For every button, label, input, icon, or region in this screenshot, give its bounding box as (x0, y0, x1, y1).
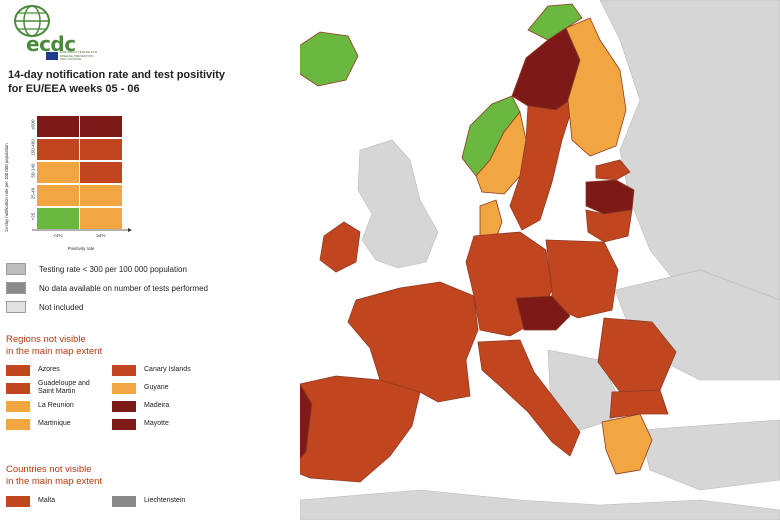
map-title: 14-day notification rate and test positi… (8, 68, 288, 96)
country-label: Malta (38, 497, 56, 504)
region-swatch (6, 382, 30, 394)
region-item: Azores (6, 363, 104, 377)
country-item: Liechtenstein (112, 494, 185, 508)
grid-cell-r3-c1 (80, 185, 122, 206)
region-label: Azores (38, 366, 60, 373)
region-label: Madeira (144, 402, 170, 409)
region-swatch (112, 418, 136, 430)
region-swatch (6, 418, 30, 430)
key-row: Testing rate < 300 per 100 000 populatio… (6, 262, 187, 276)
region-label: Canary Islands (144, 366, 191, 373)
grid-cell-r2-c1 (80, 162, 122, 183)
grid-y-tick: 50-149 (30, 163, 36, 178)
region-item: Mayotte (112, 417, 210, 431)
region-swatch (112, 382, 136, 394)
globe-icon (14, 5, 50, 37)
africa-land (299, 489, 780, 520)
grid-x-axis-title: Positivity rate (67, 246, 95, 251)
grid-axes (32, 228, 132, 232)
country-swatch (6, 495, 30, 507)
region-swatch (6, 364, 30, 376)
countries-title: Countries not visible in the main map ex… (6, 464, 102, 488)
countries-title-line-2: in the main map extent (6, 476, 103, 487)
region-label: Guadeloupe and Saint Martin (38, 380, 90, 395)
grid-cell-r1-c1 (80, 139, 122, 160)
region-label: Guyane (144, 384, 169, 391)
grid-cell-r0-c0 (37, 116, 79, 137)
eu-flag-icon (46, 52, 58, 60)
title-line-1: 14-day notification rate and test positi… (8, 69, 225, 81)
region-item: Guadeloupe and Saint Martin (6, 380, 104, 395)
region-item: Guyane (112, 381, 210, 395)
grid-cell-r0-c1 (80, 116, 122, 137)
grid-cell-r1-c0 (37, 139, 79, 160)
region-swatch (112, 364, 136, 376)
region-item: Madeira (112, 399, 210, 413)
key-swatch (6, 282, 26, 294)
region-swatch (6, 400, 30, 412)
key-swatch (6, 301, 26, 313)
map-region-spain (289, 375, 421, 483)
title-line-2: for EU/EEA weeks 05 - 06 (8, 83, 140, 95)
region-label: Mayotte (144, 420, 169, 427)
key-label: Not included (39, 302, 84, 312)
map-region-denmark (479, 199, 503, 245)
russia-land (599, 0, 780, 301)
region-item: Canary Islands (112, 363, 210, 377)
grid-x-tick: <4% (53, 233, 63, 238)
country-item: Malta (6, 494, 55, 508)
region-swatch (112, 400, 136, 412)
key-row: No data available on number of tests per… (6, 281, 208, 295)
key-row: Not included (6, 300, 83, 314)
map-region-lithuania (585, 209, 633, 243)
grid-cell-r4-c1 (80, 208, 122, 229)
region-item: La Reunion (6, 399, 104, 413)
uk-land (357, 139, 439, 269)
country-swatch (112, 495, 136, 507)
ecdc-logo: ecdc EUROPEAN CENTRE FOR DISEASE PREVENT… (6, 4, 97, 64)
regions-title: Regions not visible in the main map exte… (6, 334, 102, 358)
turkey-land (639, 419, 780, 491)
map-region-ireland (319, 221, 361, 273)
map-region-poland (545, 239, 619, 319)
map-region-bulgaria (609, 389, 669, 419)
map-region-france (347, 281, 479, 403)
map-region-sweden-middle (509, 94, 577, 231)
legend-panel: ecdc EUROPEAN CENTRE FOR DISEASE PREVENT… (0, 0, 300, 520)
grid-cell-r4-c0 (37, 208, 79, 229)
key-label: Testing rate < 300 per 100 000 populatio… (39, 264, 187, 274)
grid-y-tick: <25 (30, 212, 36, 221)
regions-title-line-1: Regions not visible (6, 334, 86, 345)
map-region-iceland (295, 31, 359, 87)
grid-y-tick: 150-499 (30, 139, 36, 156)
legend-grid (37, 116, 123, 231)
country-label: Liechtenstein (144, 497, 186, 504)
grid-y-tick: ≥500 (30, 119, 36, 130)
grid-y-axis-title: 14-day notification rate per 100 000 pop… (4, 143, 9, 232)
key-swatch (6, 263, 26, 275)
region-label: Martinique (38, 420, 71, 427)
map-region-italy (477, 339, 581, 457)
grid-cell-r3-c0 (37, 185, 79, 206)
regions-title-line-2: in the main map extent (6, 346, 103, 357)
map-region-czechia (515, 295, 571, 331)
key-label: No data available on number of tests per… (39, 283, 208, 293)
grid-x-tick: ≥4% (96, 233, 106, 238)
logo-subtitle: EUROPEAN CENTRE FOR DISEASE PREVENTION A… (60, 50, 98, 61)
map-region-estonia (595, 159, 631, 181)
region-item: Martinique (6, 417, 104, 431)
grid-y-tick: 25-49 (30, 187, 36, 200)
map-region-finland (565, 17, 627, 157)
region-label: La Reunion (38, 402, 74, 409)
grid-cell-r2-c0 (37, 162, 79, 183)
countries-title-line-1: Countries not visible (6, 464, 92, 475)
